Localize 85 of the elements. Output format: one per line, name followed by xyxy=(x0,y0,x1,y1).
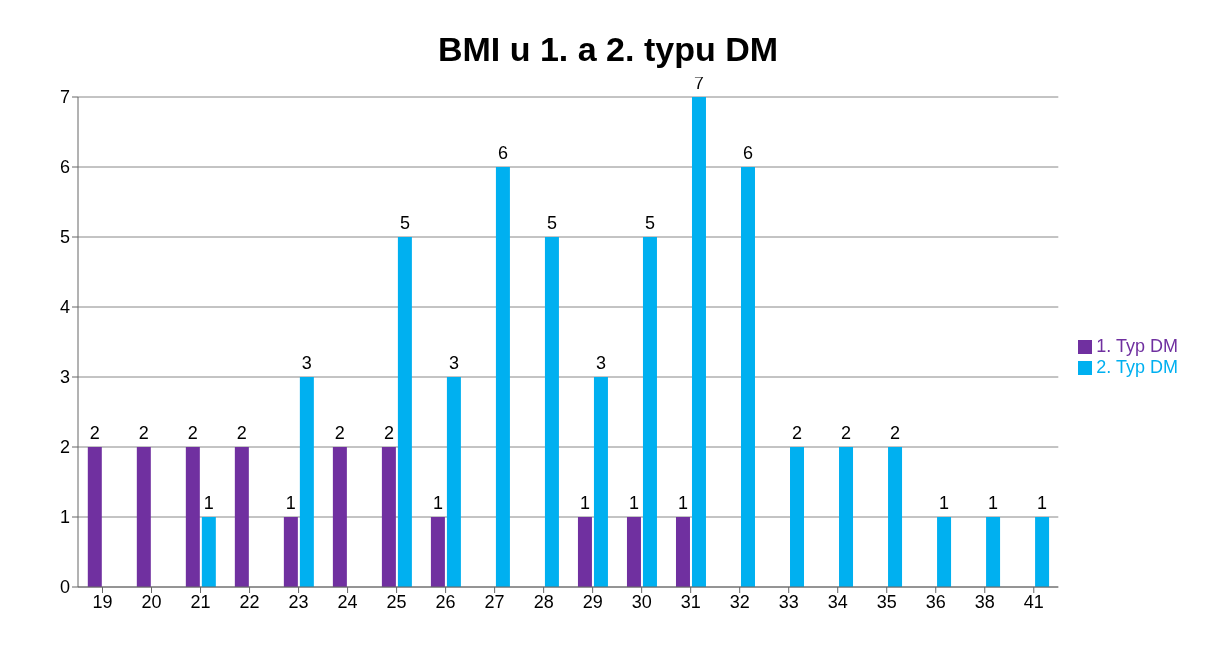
bar xyxy=(626,517,641,587)
x-tick-label: 34 xyxy=(827,591,848,612)
bar xyxy=(185,447,200,587)
y-tick-label: 6 xyxy=(59,157,70,178)
x-tick-label: 28 xyxy=(533,591,554,612)
data-label: 2 xyxy=(334,423,345,443)
bar xyxy=(839,447,854,587)
data-label: 2 xyxy=(187,423,198,443)
data-label: 1 xyxy=(1037,493,1048,513)
data-label: 7 xyxy=(693,73,704,93)
chart-title: BMI u 1. a 2. typu DM xyxy=(436,30,779,69)
bar xyxy=(234,447,249,587)
data-label: 1 xyxy=(579,493,590,513)
data-label: 5 xyxy=(644,213,655,233)
x-tick-label: 23 xyxy=(288,591,309,612)
data-label: 1 xyxy=(677,493,688,513)
x-tick-label: 32 xyxy=(729,591,750,612)
data-label: 2 xyxy=(841,423,852,443)
data-label: 1 xyxy=(432,493,443,513)
x-tick-label: 38 xyxy=(974,591,995,612)
y-tick-label: 5 xyxy=(59,227,70,248)
x-tick-label: 25 xyxy=(386,591,407,612)
data-label: 5 xyxy=(399,213,410,233)
y-tick-label: 1 xyxy=(59,507,70,528)
y-tick-label: 0 xyxy=(59,577,70,598)
data-label: 1 xyxy=(285,493,296,513)
bar xyxy=(397,237,412,587)
bar xyxy=(201,517,216,587)
x-tick-label: 33 xyxy=(778,591,799,612)
x-tick-label: 29 xyxy=(582,591,603,612)
x-tick-label: 27 xyxy=(484,591,505,612)
data-label: 3 xyxy=(448,353,459,373)
data-label: 2 xyxy=(236,423,247,443)
data-label: 2 xyxy=(138,423,149,443)
y-tick-label: 2 xyxy=(59,437,70,458)
data-label: 2 xyxy=(890,423,901,443)
x-tick-label: 26 xyxy=(435,591,456,612)
bar xyxy=(691,97,706,587)
data-label: 1 xyxy=(203,493,214,513)
data-label: 3 xyxy=(595,353,606,373)
bar xyxy=(87,447,102,587)
data-label: 6 xyxy=(497,143,508,163)
bar xyxy=(495,167,510,587)
bar xyxy=(136,447,151,587)
data-label: 1 xyxy=(628,493,639,513)
bar xyxy=(577,517,592,587)
data-label: 2 xyxy=(792,423,803,443)
y-tick-label: 4 xyxy=(59,297,70,318)
data-label: 5 xyxy=(546,213,557,233)
bar xyxy=(937,517,952,587)
x-tick-label: 41 xyxy=(1023,591,1044,612)
x-tick-label: 31 xyxy=(680,591,701,612)
x-tick-label: 24 xyxy=(337,591,358,612)
legend-label: 2. Typ DM xyxy=(1096,357,1178,377)
x-tick-label: 21 xyxy=(190,591,211,612)
data-label: 2 xyxy=(89,423,100,443)
legend-label: 1. Typ DM xyxy=(1096,336,1178,356)
x-tick-label: 22 xyxy=(239,591,260,612)
data-label: 3 xyxy=(301,353,312,373)
x-tick-label: 36 xyxy=(925,591,946,612)
bar xyxy=(888,447,903,587)
x-tick-label: 30 xyxy=(631,591,652,612)
bar xyxy=(381,447,396,587)
bar xyxy=(430,517,445,587)
x-tick-label: 20 xyxy=(141,591,162,612)
bar xyxy=(283,517,298,587)
bar xyxy=(642,237,657,587)
bar xyxy=(332,447,347,587)
bar xyxy=(986,517,1001,587)
x-tick-label: 19 xyxy=(92,591,113,612)
data-label: 6 xyxy=(742,143,753,163)
y-tick-label: 7 xyxy=(59,87,70,108)
bar xyxy=(1035,517,1050,587)
data-label: 1 xyxy=(988,493,999,513)
bar xyxy=(544,237,559,587)
data-label: 2 xyxy=(383,423,394,443)
bar xyxy=(299,377,314,587)
bar xyxy=(593,377,608,587)
data-label: 1 xyxy=(939,493,950,513)
y-tick-label: 3 xyxy=(59,367,70,388)
bar xyxy=(446,377,461,587)
bar xyxy=(741,167,755,587)
x-tick-label: 35 xyxy=(876,591,897,612)
bar xyxy=(790,447,805,587)
bar xyxy=(675,517,690,587)
